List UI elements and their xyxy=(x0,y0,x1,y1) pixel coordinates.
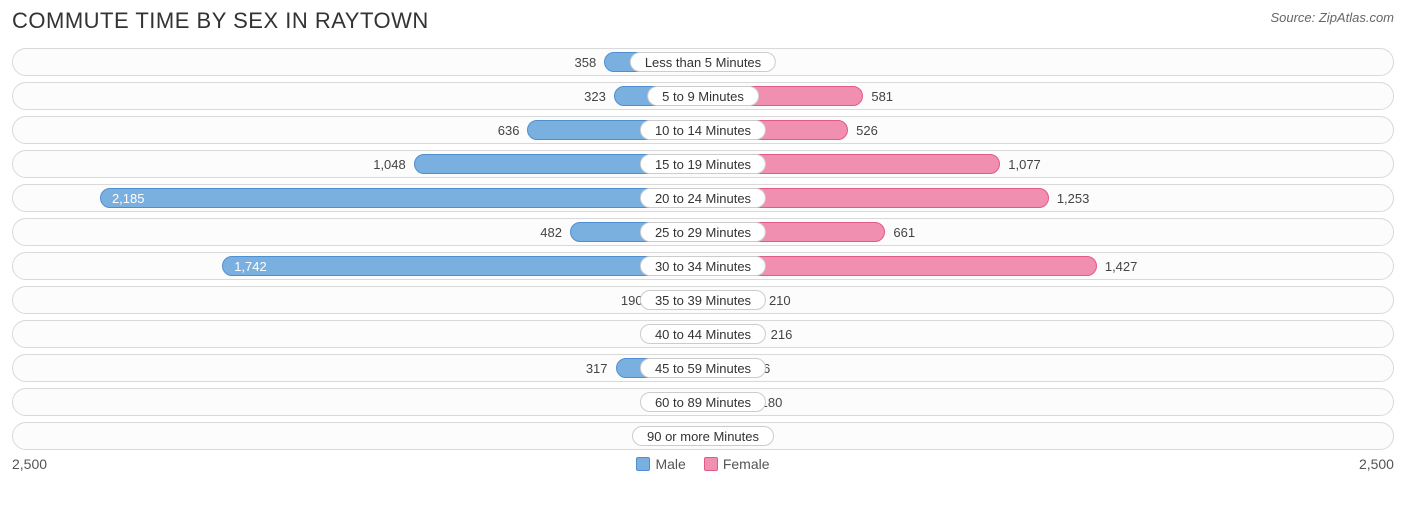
chart-row: 323 581 5 to 9 Minutes xyxy=(12,82,1394,110)
category-pill: Less than 5 Minutes xyxy=(630,52,776,72)
chart-title: COMMUTE TIME BY SEX IN RAYTOWN xyxy=(12,8,429,34)
category-pill: 5 to 9 Minutes xyxy=(647,86,759,106)
legend-swatch-female xyxy=(704,457,718,471)
chart-row: 482 661 25 to 29 Minutes xyxy=(12,218,1394,246)
legend-label-female: Female xyxy=(723,456,770,472)
legend-label-male: Male xyxy=(655,456,685,472)
chart-row: 1,742 1,427 30 to 34 Minutes xyxy=(12,252,1394,280)
value-male: 317 xyxy=(586,355,616,381)
category-pill: 60 to 89 Minutes xyxy=(640,392,766,412)
chart-row: 1,048 1,077 15 to 19 Minutes xyxy=(12,150,1394,178)
value-female: 581 xyxy=(863,83,893,109)
chart-row: 10018060 to 89 Minutes xyxy=(12,388,1394,416)
category-pill: 30 to 34 Minutes xyxy=(640,256,766,276)
bar-male xyxy=(100,188,703,208)
chart-row: 4211390 or more Minutes xyxy=(12,422,1394,450)
category-pill: 15 to 19 Minutes xyxy=(640,154,766,174)
chart-source: Source: ZipAtlas.com xyxy=(1270,10,1394,25)
category-pill: 10 to 14 Minutes xyxy=(640,120,766,140)
axis-left-max: 2,500 xyxy=(12,456,47,472)
value-male: 2,185 xyxy=(100,185,145,211)
category-pill: 25 to 29 Minutes xyxy=(640,222,766,242)
category-pill: 45 to 59 Minutes xyxy=(640,358,766,378)
butterfly-chart: 358155Less than 5 Minutes 323 581 5 to 9 Mi… xyxy=(12,48,1394,450)
value-male: 636 xyxy=(498,117,528,143)
value-female: 661 xyxy=(885,219,915,245)
value-female: 1,253 xyxy=(1049,185,1090,211)
chart-row: 358155Less than 5 Minutes xyxy=(12,48,1394,76)
legend-swatch-male xyxy=(636,457,650,471)
chart-row: 2,185 1,253 20 to 24 Minutes xyxy=(12,184,1394,212)
category-pill: 20 to 24 Minutes xyxy=(640,188,766,208)
value-female: 526 xyxy=(848,117,878,143)
chart-row: 19021035 to 39 Minutes xyxy=(12,286,1394,314)
legend: Male Female xyxy=(636,456,769,472)
chart-row: 636 526 10 to 14 Minutes xyxy=(12,116,1394,144)
value-female: 1,427 xyxy=(1097,253,1138,279)
value-male: 1,048 xyxy=(373,151,414,177)
value-male: 482 xyxy=(540,219,570,245)
category-pill: 40 to 44 Minutes xyxy=(640,324,766,344)
category-pill: 35 to 39 Minutes xyxy=(640,290,766,310)
bar-male xyxy=(222,256,703,276)
value-male: 1,742 xyxy=(222,253,267,279)
chart-header: COMMUTE TIME BY SEX IN RAYTOWN Source: Z… xyxy=(12,8,1394,34)
value-female: 1,077 xyxy=(1000,151,1041,177)
value-male: 358 xyxy=(575,49,605,75)
legend-item-female: Female xyxy=(704,456,770,472)
legend-item-male: Male xyxy=(636,456,685,472)
chart-footer: 2,500 Male Female 2,500 xyxy=(12,456,1394,472)
value-male: 323 xyxy=(584,83,614,109)
chart-row: 10421640 to 44 Minutes xyxy=(12,320,1394,348)
axis-right-max: 2,500 xyxy=(1359,456,1394,472)
chart-row: 31713645 to 59 Minutes xyxy=(12,354,1394,382)
value-female: 216 xyxy=(763,321,793,347)
category-pill: 90 or more Minutes xyxy=(632,426,774,446)
